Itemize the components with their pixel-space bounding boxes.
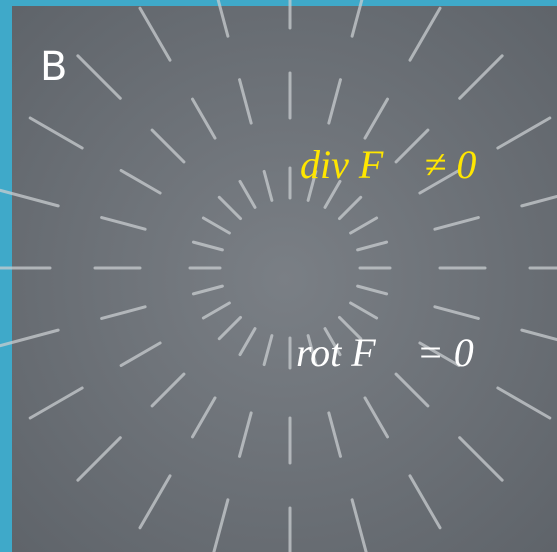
panel-label: B — [40, 44, 67, 90]
divergence-equation: div F⃗ ≠ 0 — [300, 142, 476, 187]
field-photo — [12, 6, 557, 552]
screenshot: B div F⃗ ≠ 0 rot F⃗ = 0 — [0, 0, 557, 552]
rotation-equation: rot F⃗ = 0 — [296, 330, 474, 375]
page: B div F⃗ ≠ 0 rot F⃗ = 0 (() => { const d… — [0, 0, 557, 552]
